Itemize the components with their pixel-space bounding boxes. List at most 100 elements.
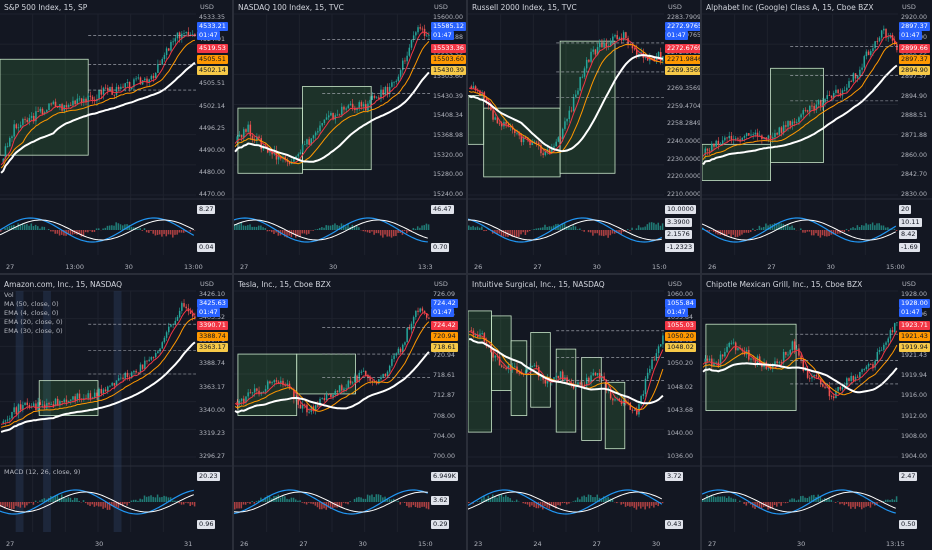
symbol-title[interactable]: Tesla, Inc., 15, Cboe BZX [238,280,331,289]
macd-line [0,489,194,515]
candle-body [575,94,577,98]
chart-canvas[interactable] [0,0,232,273]
indicator-legend-item[interactable]: MA (50, close, 0) [4,300,59,308]
candle-body [109,385,111,387]
candle-body [338,385,341,392]
candle-body [341,106,343,115]
macd-histogram-bar [247,225,249,230]
chart-panel[interactable]: NASDAQ 100 Index, 15, TVC USD 15600.001558… [234,0,466,273]
macd-histogram-bar [421,225,423,230]
candle-body [854,73,857,79]
symbol-title[interactable]: NASDAQ 100 Index, 15, TVC [238,3,344,12]
macd-legend[interactable]: MACD (12, 26, close, 9) [4,468,81,476]
price-axis-label: 1055.84 [667,314,694,322]
candle-body [50,103,52,105]
currency-label: USD [902,3,916,11]
chart-canvas[interactable] [468,277,700,550]
candle-body [638,53,640,55]
candle-body [284,156,286,160]
macd-histogram-bar [189,230,191,232]
candle-body [67,400,70,403]
candle-body [28,117,31,122]
bar-countdown: 01:47 [665,31,688,40]
chart-panel[interactable]: Tesla, Inc., 15, Cboe BZXUSD726.09725.35… [234,277,466,550]
panel-divider[interactable] [466,0,468,550]
candle-body [243,398,245,403]
symbol-title[interactable]: Intuitive Surgical, Inc., 15, NASDAQ [472,280,605,289]
candle-body [286,383,289,386]
candle-body [185,306,187,309]
symbol-title[interactable]: Russell 2000 Index, 15, TVC [472,3,577,12]
signal-line [0,491,194,513]
macd-histogram-bar [34,224,37,230]
macd-histogram-bar [487,229,490,230]
price-axis-label: 1912.00 [901,412,928,420]
chart-canvas[interactable] [0,277,232,550]
macd-histogram-bar [47,228,50,230]
chart-panel[interactable]: S&P 500 Index, 15, SPUSD4533.354524.9145… [0,0,232,273]
macd-histogram-bar [165,496,168,502]
candle-body [527,369,529,371]
macd-histogram-bar [834,230,837,234]
macd-histogram-bar [826,498,828,502]
chart-panel[interactable]: Amazon.com, Inc., 15, NASDAQ Vol MA (50, c… [0,277,232,550]
time-axis-label: 23 [474,540,483,548]
chart-panel[interactable]: Alphabet Inc (Google) Class A, 15, Cboe … [702,0,932,273]
macd-histogram-bar [653,222,655,230]
macd-histogram-bar [594,230,596,234]
macd-histogram-bar [535,502,538,509]
chart-canvas[interactable] [234,277,466,550]
macd-histogram-bar [292,497,295,502]
panel-divider[interactable] [0,273,932,275]
symbol-title[interactable]: S&P 500 Index, 15, SP [4,3,88,12]
symbol-title[interactable]: Amazon.com, Inc., 15, NASDAQ [4,280,123,289]
candle-body [126,82,129,84]
macd-histogram-bar [56,230,59,234]
indicator-legend-item[interactable]: EMA (4, close, 0) [4,309,59,317]
macd-histogram-bar [63,497,65,502]
candle-body [191,34,194,35]
candle-body [642,394,645,396]
macd-histogram-bar [557,502,559,506]
panel-divider[interactable] [700,0,702,550]
symbol-title[interactable]: Chipotle Mexican Grill, Inc., 15, Cboe B… [706,280,863,289]
candle-body [535,365,538,367]
candle-body [428,34,430,36]
symbol-title[interactable]: Alphabet Inc (Google) Class A, 15, Cboe … [706,3,874,12]
chart-canvas[interactable] [234,0,466,273]
chart-canvas[interactable] [702,0,932,273]
candle-body [349,380,352,384]
candle-body [54,398,57,407]
macd-histogram-bar [312,502,314,505]
candle-body [172,41,174,43]
macd-histogram-bar [734,498,737,502]
indicator-legend-item[interactable]: Vol [4,291,14,299]
candle-body [251,392,254,394]
macd-histogram-bar [119,502,122,505]
macd-histogram-bar [60,230,63,235]
chart-panel[interactable]: Russell 2000 Index, 15, TVC USD 2283.7909 2… [468,0,700,273]
candle-body [721,140,724,144]
candle-body [321,398,323,399]
candle-body [247,392,249,397]
price-axis-label: 1036.00 [667,453,694,460]
chart-canvas[interactable] [468,0,700,273]
indicator-legend-item[interactable]: EMA (20, close, 0) [4,318,63,326]
macd-histogram-bar [113,502,115,508]
candle-body [837,89,839,94]
indicator-legend-item[interactable]: EMA (30, close, 0) [4,327,63,335]
candle-body [657,51,660,58]
candle-body [806,370,809,378]
bar-countdown: 01:47 [899,308,922,317]
candle-body [514,129,516,134]
price-axis-label: 3340.00 [199,406,226,414]
chart-panel[interactable]: Intuitive Surgical, Inc., 15, NASDAQ USD 1… [468,277,700,550]
macd-histogram-bar [238,224,240,230]
ema-value-tag: 2899.66 [899,44,930,53]
price-axis-label: 15320.00 [433,151,464,159]
chart-canvas[interactable] [702,277,932,550]
panel-divider[interactable] [232,0,234,550]
chart-panel[interactable]: Chipotle Mexican Grill, Inc., 15, Cboe B… [702,277,932,550]
candle-body [378,97,380,99]
macd-histogram-bar [39,500,41,502]
